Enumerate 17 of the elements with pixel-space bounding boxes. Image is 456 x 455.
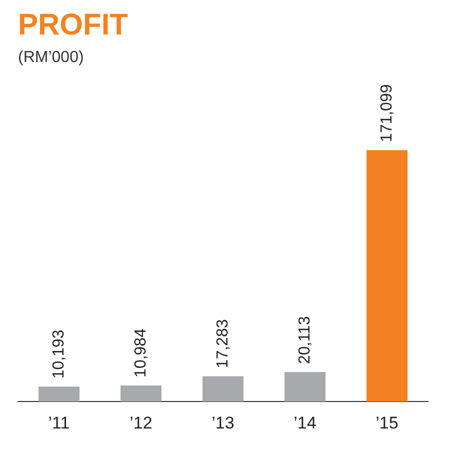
bar [120,385,162,402]
x-tick-label: ’13 [212,413,234,432]
data-label: 17,283 [214,319,232,368]
x-tick-label: ’14 [294,413,316,432]
data-label: 10,984 [132,328,150,378]
bar [38,386,80,402]
x-tick-label: ’11 [48,413,70,432]
data-label: 171,099 [378,84,396,142]
chart-title: PROFIT [18,8,128,42]
x-tick-label: ’15 [376,413,398,432]
bar [202,376,244,402]
bar [366,150,408,402]
data-label: 20,113 [296,316,314,364]
x-tick-label: ’12 [130,413,152,432]
bar [284,372,326,402]
data-label: 10,193 [50,330,68,379]
chart-subtitle: (RM’000) [18,49,84,66]
